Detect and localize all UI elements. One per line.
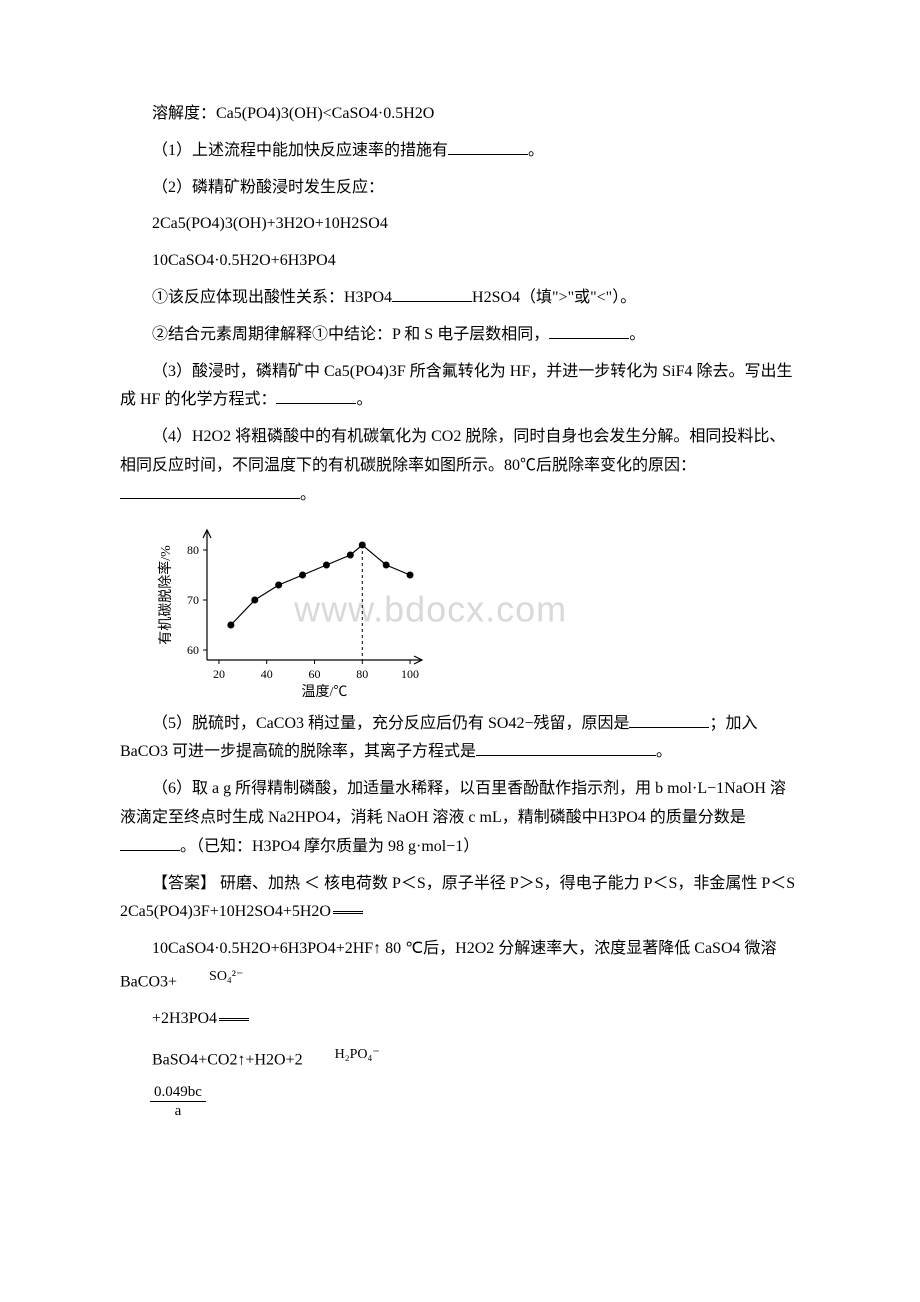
blank-5	[120, 483, 300, 499]
so4-formula: SO₄²⁻	[177, 964, 243, 989]
ans2a-text: 10CaSO4·0.5H2O+6H3PO4+2HF↑ 80 ℃后，H2O2 分解…	[152, 940, 690, 957]
q22-pre: ②结合元素周期律解释①中结论：P 和 S 电子层数相同，	[152, 326, 549, 343]
equation-line-1: 2Ca5(PO4)3(OH)+3H2O+10H2SO4	[120, 210, 800, 239]
svg-text:40: 40	[261, 667, 273, 681]
question-2-1: ①该反应体现出酸性关系：H3PO4 H2SO4（填">"或"<"）。	[120, 284, 800, 313]
q1-text: （1）上述流程中能加快反应速率的措施有	[152, 142, 448, 159]
fraction-answer: 0.049bc a	[150, 1083, 206, 1120]
ans3-text: +2H3PO4	[152, 1010, 217, 1027]
q21-pre: ①该反应体现出酸性关系：H3PO4	[152, 289, 392, 306]
q6-post: 。（已知：H3PO4 摩尔质量为 98 g·mol−1）	[180, 838, 479, 855]
question-3: （3）酸浸时，磷精矿中 Ca5(PO4)3F 所含氟转化为 HF，并进一步转化为…	[120, 358, 800, 416]
question-2-intro: （2）磷精矿粉酸浸时发生反应：	[120, 174, 800, 203]
svg-text:60: 60	[187, 643, 199, 657]
q22-post: 。	[629, 326, 645, 343]
answer-line-1: 【答案】 研磨、加热 ＜ 核电荷数 P＜S，原子半径 P＞S，得电子能力 P＜S…	[120, 870, 800, 928]
svg-text:有机碳脱除率/%: 有机碳脱除率/%	[157, 544, 174, 644]
fraction-numerator: 0.049bc	[150, 1083, 206, 1102]
q4-post: 。	[300, 486, 316, 503]
q3-pre: （3）酸浸时，磷精矿中 Ca5(PO4)3F 所含氟转化为 HF，并进一步转化为…	[120, 363, 792, 409]
equation-equals-icon-2	[219, 1018, 249, 1021]
svg-text:100: 100	[401, 667, 419, 681]
solubility-line: 溶解度：Ca5(PO4)3(OH)<CaSO4·0.5H2O	[120, 100, 800, 129]
q6-pre: （6）取 a g 所得精制磷酸，加适量水稀释，以百里香酚酞作指示剂，用 b mo…	[120, 780, 786, 826]
answer-line-3: +2H3PO4	[120, 1005, 800, 1034]
q4-pre: （4）H2O2 将粗磷酸中的有机碳氧化为 CO2 脱除，同时自身也会发生分解。相…	[120, 428, 785, 474]
q1-post: 。	[528, 142, 544, 159]
chart-container: www.bdocx.com 60708020406080100温度/℃有机碳脱除…	[152, 520, 432, 700]
blank-7	[476, 740, 656, 756]
answer-line-2: 10CaSO4·0.5H2O+6H3PO4+2HF↑ 80 ℃后，H2O2 分解…	[120, 935, 800, 997]
answer-line-4: BaSO4+CO2↑+H2O+2H₂PO₄⁻	[120, 1042, 800, 1075]
blank-8	[120, 835, 180, 851]
equation-line-2: 10CaSO4·0.5H2O+6H3PO4	[120, 247, 800, 276]
equation-equals-icon	[333, 911, 363, 914]
question-1: （1）上述流程中能加快反应速率的措施有 。	[120, 137, 800, 166]
question-2-2: ②结合元素周期律解释①中结论：P 和 S 电子层数相同， 。	[120, 321, 800, 350]
ans4-text: BaSO4+CO2↑+H2O+2	[152, 1051, 303, 1068]
fraction-denominator: a	[150, 1102, 206, 1120]
carbon-removal-chart: 60 70 80 20 40 60 80 100 温度/℃ 有机碳脱除率/%	[152, 520, 432, 700]
blank-3	[549, 323, 629, 339]
svg-text:70: 70	[187, 593, 199, 607]
q5-pre: （5）脱硫时，CaCO3 稍过量，充分反应后仍有 SO42−残留，原因是	[152, 715, 629, 732]
svg-text:温度/℃: 温度/℃	[302, 684, 348, 700]
blank-1	[448, 139, 528, 155]
q21-post: H2SO4（填">"或"<"）。	[472, 289, 636, 306]
h2po4-formula: H₂PO₄⁻	[303, 1042, 380, 1067]
q3-post: 。	[356, 391, 372, 408]
svg-text:80: 80	[356, 667, 368, 681]
blank-6	[629, 712, 709, 728]
question-6: （6）取 a g 所得精制磷酸，加适量水稀释，以百里香酚酞作指示剂，用 b mo…	[120, 775, 800, 861]
q5-post: 。	[656, 743, 672, 760]
question-5: （5）脱硫时，CaCO3 稍过量，充分反应后仍有 SO42−残留，原因是；加入 …	[120, 710, 800, 768]
blank-4	[276, 388, 356, 404]
blank-2	[392, 286, 472, 302]
svg-text:80: 80	[187, 543, 199, 557]
ans1-text: 【答案】 研磨、加热 ＜ 核电荷数 P＜S，原子半径 P＞S，得电子能力 P＜S…	[120, 875, 795, 921]
question-4: （4）H2O2 将粗磷酸中的有机碳氧化为 CO2 脱除，同时自身也会发生分解。相…	[120, 423, 800, 509]
svg-text:60: 60	[309, 667, 321, 681]
svg-text:20: 20	[213, 667, 225, 681]
